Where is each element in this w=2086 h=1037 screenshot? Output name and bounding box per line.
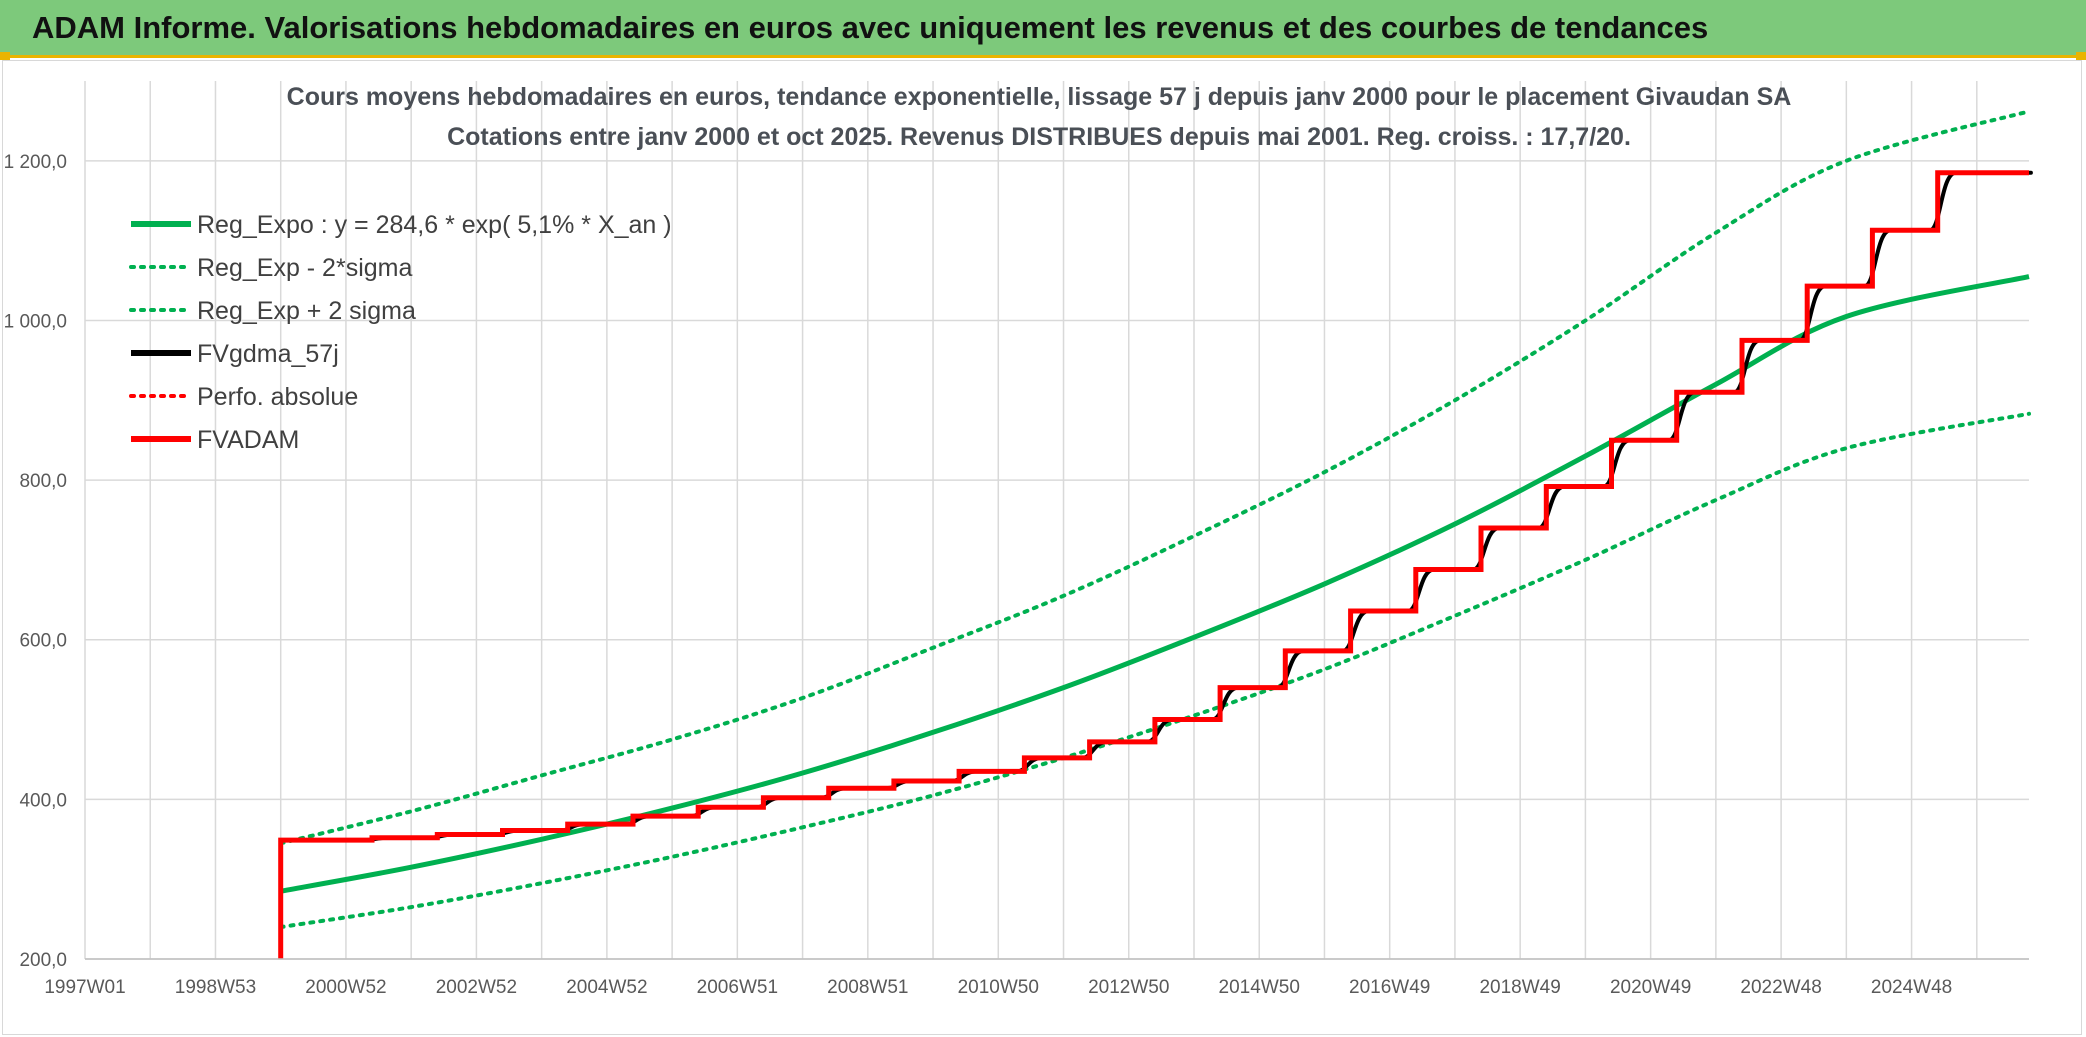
x-tick-label: 2014W50 [1219, 977, 1300, 998]
y-tick-label: 1 200,0 [4, 152, 67, 173]
y-tick-label: 600,0 [19, 631, 67, 652]
x-tick-label: 2010W50 [958, 977, 1039, 998]
series-reg-exp-minus-2-sigma [278, 411, 2031, 930]
x-tick-label: 2022W48 [1740, 977, 1821, 998]
x-tick-label: 2024W48 [1871, 977, 1952, 998]
x-tick-label: 1998W53 [175, 977, 256, 998]
banner-title: ADAM Informe. Valorisations hebdomadaire… [32, 10, 1709, 45]
y-tick-label: 1 000,0 [4, 311, 67, 332]
x-tick-label: 2012W50 [1088, 977, 1169, 998]
legend-label: Perfo. absolue [197, 383, 358, 411]
chart-frame: Cours moyens hebdomadaires en euros, ten… [2, 60, 2082, 1035]
legend-label: FVgdma_57j [197, 340, 339, 368]
grid [84, 81, 2029, 960]
x-tick-label: 2018W49 [1479, 977, 1560, 998]
axes: 200,0 400,0 600,0 800,0 1 000,0 1 200,0 1997W0… [4, 152, 2029, 998]
x-tick-label: 1997W01 [44, 977, 125, 998]
banner-corner-right [2076, 52, 2086, 60]
x-tick-label: 2016W49 [1349, 977, 1430, 998]
series-reg-expo [280, 274, 2030, 894]
y-tick-label: 800,0 [19, 471, 67, 492]
chart-svg: Cours moyens hebdomadaires en euros, ten… [4, 81, 2033, 998]
header-banner: ADAM Informe. Valorisations hebdomadaire… [0, 0, 2086, 58]
x-tick-label: 2006W51 [697, 977, 778, 998]
series [278, 109, 2033, 959]
x-tick-label: 2002W52 [436, 977, 517, 998]
legend-label: FVADAM [197, 426, 299, 454]
x-tick-label: 2004W52 [566, 977, 647, 998]
x-tick-label: 2008W51 [827, 977, 908, 998]
chart-title-line1: Cours moyens hebdomadaires en euros, ten… [287, 83, 1792, 111]
x-tick-label: 2000W52 [305, 977, 386, 998]
legend-label: Reg_Expo : y = 284,6 * exp( 5,1% * X_an … [197, 211, 672, 239]
x-tick-label: 2020W49 [1610, 977, 1691, 998]
legend: Reg_Expo : y = 284,6 * exp( 5,1% * X_an … [129, 211, 672, 454]
legend-label: Reg_Exp + 2 sigma [197, 297, 416, 325]
y-tick-label: 400,0 [19, 790, 67, 811]
banner-corner-left [0, 52, 10, 60]
y-tick-label: 200,0 [19, 950, 67, 971]
series-reg-exp-plus-2-sigma [278, 109, 2031, 846]
legend-label: Reg_Exp - 2*sigma [197, 254, 412, 282]
series-fvadam [278, 170, 2029, 959]
chart-title-line2: Cotations entre janv 2000 et oct 2025. R… [447, 123, 1631, 151]
